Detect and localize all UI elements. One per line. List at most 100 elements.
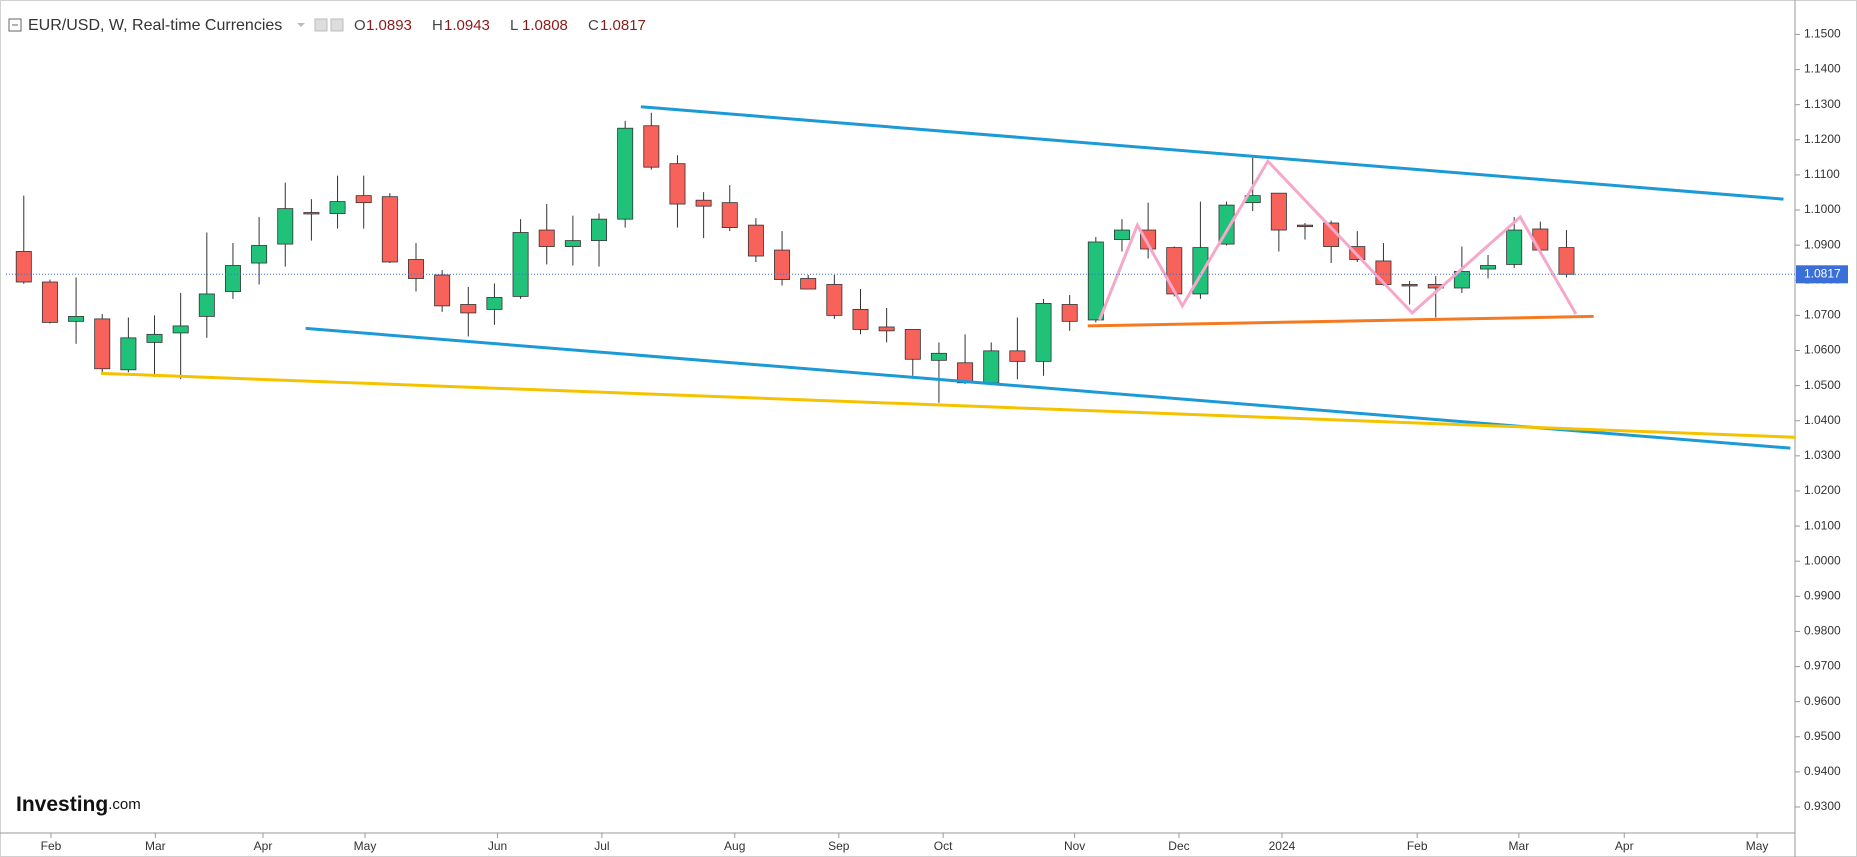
x-tick-label: May <box>1746 839 1769 853</box>
candle-body <box>617 127 634 220</box>
candle-body <box>669 163 686 205</box>
y-tick-label: 1.1300 <box>1804 97 1841 111</box>
x-tick-label: Apr <box>1615 839 1634 853</box>
last-price-box <box>1796 265 1848 284</box>
x-tick-label: Aug <box>724 839 745 853</box>
ohlc-value: 1.0893 <box>366 17 412 34</box>
trend-line <box>100 371 1796 439</box>
candle-body <box>94 318 111 370</box>
y-tick-label: 1.1000 <box>1804 202 1841 216</box>
ohlc-value: 1.0817 <box>600 17 646 34</box>
candle-body <box>277 208 294 245</box>
y-tick-label: 1.0100 <box>1804 518 1841 532</box>
ohlc-key: L <box>510 17 518 34</box>
candle-body <box>68 316 85 322</box>
candle-body <box>826 284 843 316</box>
x-tick-label: Dec <box>1168 839 1189 853</box>
candle-body <box>930 352 947 361</box>
candle-body <box>774 249 791 280</box>
candle-body <box>852 309 869 330</box>
x-tick-label: Jul <box>594 839 609 853</box>
candle-body <box>381 196 398 263</box>
candle-body <box>1480 265 1497 270</box>
y-tick-label: 0.9800 <box>1804 624 1841 638</box>
candle-body <box>591 218 608 241</box>
y-tick-label: 1.1400 <box>1804 62 1841 76</box>
ohlc-value: 1.0808 <box>522 17 568 34</box>
x-tick-label: Jun <box>488 839 507 853</box>
y-tick-label: 1.0000 <box>1804 553 1841 567</box>
trend-line <box>1087 314 1594 328</box>
candle-body <box>721 202 738 228</box>
x-tick-label: Sep <box>828 839 850 853</box>
x-tick-label: May <box>354 839 377 853</box>
ohlc-value: 1.0943 <box>444 17 490 34</box>
watermark-main: Investing <box>16 793 108 816</box>
candle-body <box>329 201 346 214</box>
candle-body <box>1166 247 1183 295</box>
last-price-label: 1.0817 <box>1804 266 1841 280</box>
candle-body <box>878 326 895 332</box>
x-tick-label: Nov <box>1064 839 1085 853</box>
x-tick-label: 2024 <box>1269 839 1296 853</box>
ohlc-key: H <box>432 17 443 34</box>
candle-body <box>800 278 817 290</box>
candle-body <box>1218 204 1235 245</box>
candle-body <box>1113 229 1130 240</box>
y-tick-label: 0.9500 <box>1804 729 1841 743</box>
x-tick-label: Mar <box>145 839 166 853</box>
candle-body <box>251 245 268 264</box>
x-tick-label: Apr <box>254 839 273 853</box>
x-tick-label: Mar <box>1509 839 1530 853</box>
candle-body <box>1297 224 1313 228</box>
ohlc-key: O <box>354 17 366 34</box>
collapse-icon[interactable] <box>8 18 22 32</box>
candle-body <box>15 251 32 283</box>
candle-body <box>146 333 163 343</box>
candle-body <box>538 229 555 247</box>
y-tick-label: 0.9600 <box>1804 694 1841 708</box>
candle-body <box>747 224 764 257</box>
close-icon[interactable] <box>330 18 344 32</box>
y-tick-label: 1.1200 <box>1804 132 1841 146</box>
y-tick-label: 0.9700 <box>1804 659 1841 673</box>
x-tick-label: Oct <box>934 839 953 853</box>
y-tick-label: 1.0600 <box>1804 343 1841 357</box>
candle-body <box>1270 192 1287 231</box>
y-tick-label: 0.9900 <box>1804 588 1841 602</box>
y-tick-label: 1.1500 <box>1804 27 1841 41</box>
x-tick-label: Feb <box>1407 839 1428 853</box>
y-tick-label: 1.0700 <box>1804 308 1841 322</box>
candle-body <box>1087 241 1104 321</box>
candle-body <box>460 304 477 314</box>
x-tick-label: Feb <box>41 839 62 853</box>
candle-body <box>1453 271 1470 289</box>
candle-body <box>512 232 529 297</box>
candle-body <box>198 293 215 317</box>
y-tick-label: 1.0200 <box>1804 483 1841 497</box>
y-tick-label: 1.0500 <box>1804 378 1841 392</box>
candle-body <box>1061 304 1078 322</box>
candle-body <box>41 281 58 323</box>
candle-body <box>904 329 921 360</box>
candle-body <box>983 350 1000 384</box>
candle-body <box>643 125 660 168</box>
ohlc-readout: O 1.0893 H 1.0943 L 1.0808 C 1.0817 <box>354 17 646 34</box>
settings-icon[interactable] <box>314 18 328 32</box>
dropdown-icon[interactable] <box>297 23 305 27</box>
y-tick-label: 1.0400 <box>1804 413 1841 427</box>
candle-body <box>224 265 241 292</box>
candle-body <box>1035 303 1052 362</box>
candle-body <box>303 212 320 215</box>
y-tick-label: 1.0300 <box>1804 448 1841 462</box>
candle-body <box>564 240 581 247</box>
candle-body <box>1532 228 1549 251</box>
trend-line <box>640 105 1784 201</box>
trend-line <box>1098 158 1578 321</box>
watermark: Investing.com <box>16 793 141 816</box>
candle-body <box>355 195 372 204</box>
y-tick-label: 0.9400 <box>1804 764 1841 778</box>
y-tick-label: 0.9300 <box>1804 799 1841 813</box>
candle-body <box>486 297 503 310</box>
y-tick-label: 1.0900 <box>1804 237 1841 251</box>
